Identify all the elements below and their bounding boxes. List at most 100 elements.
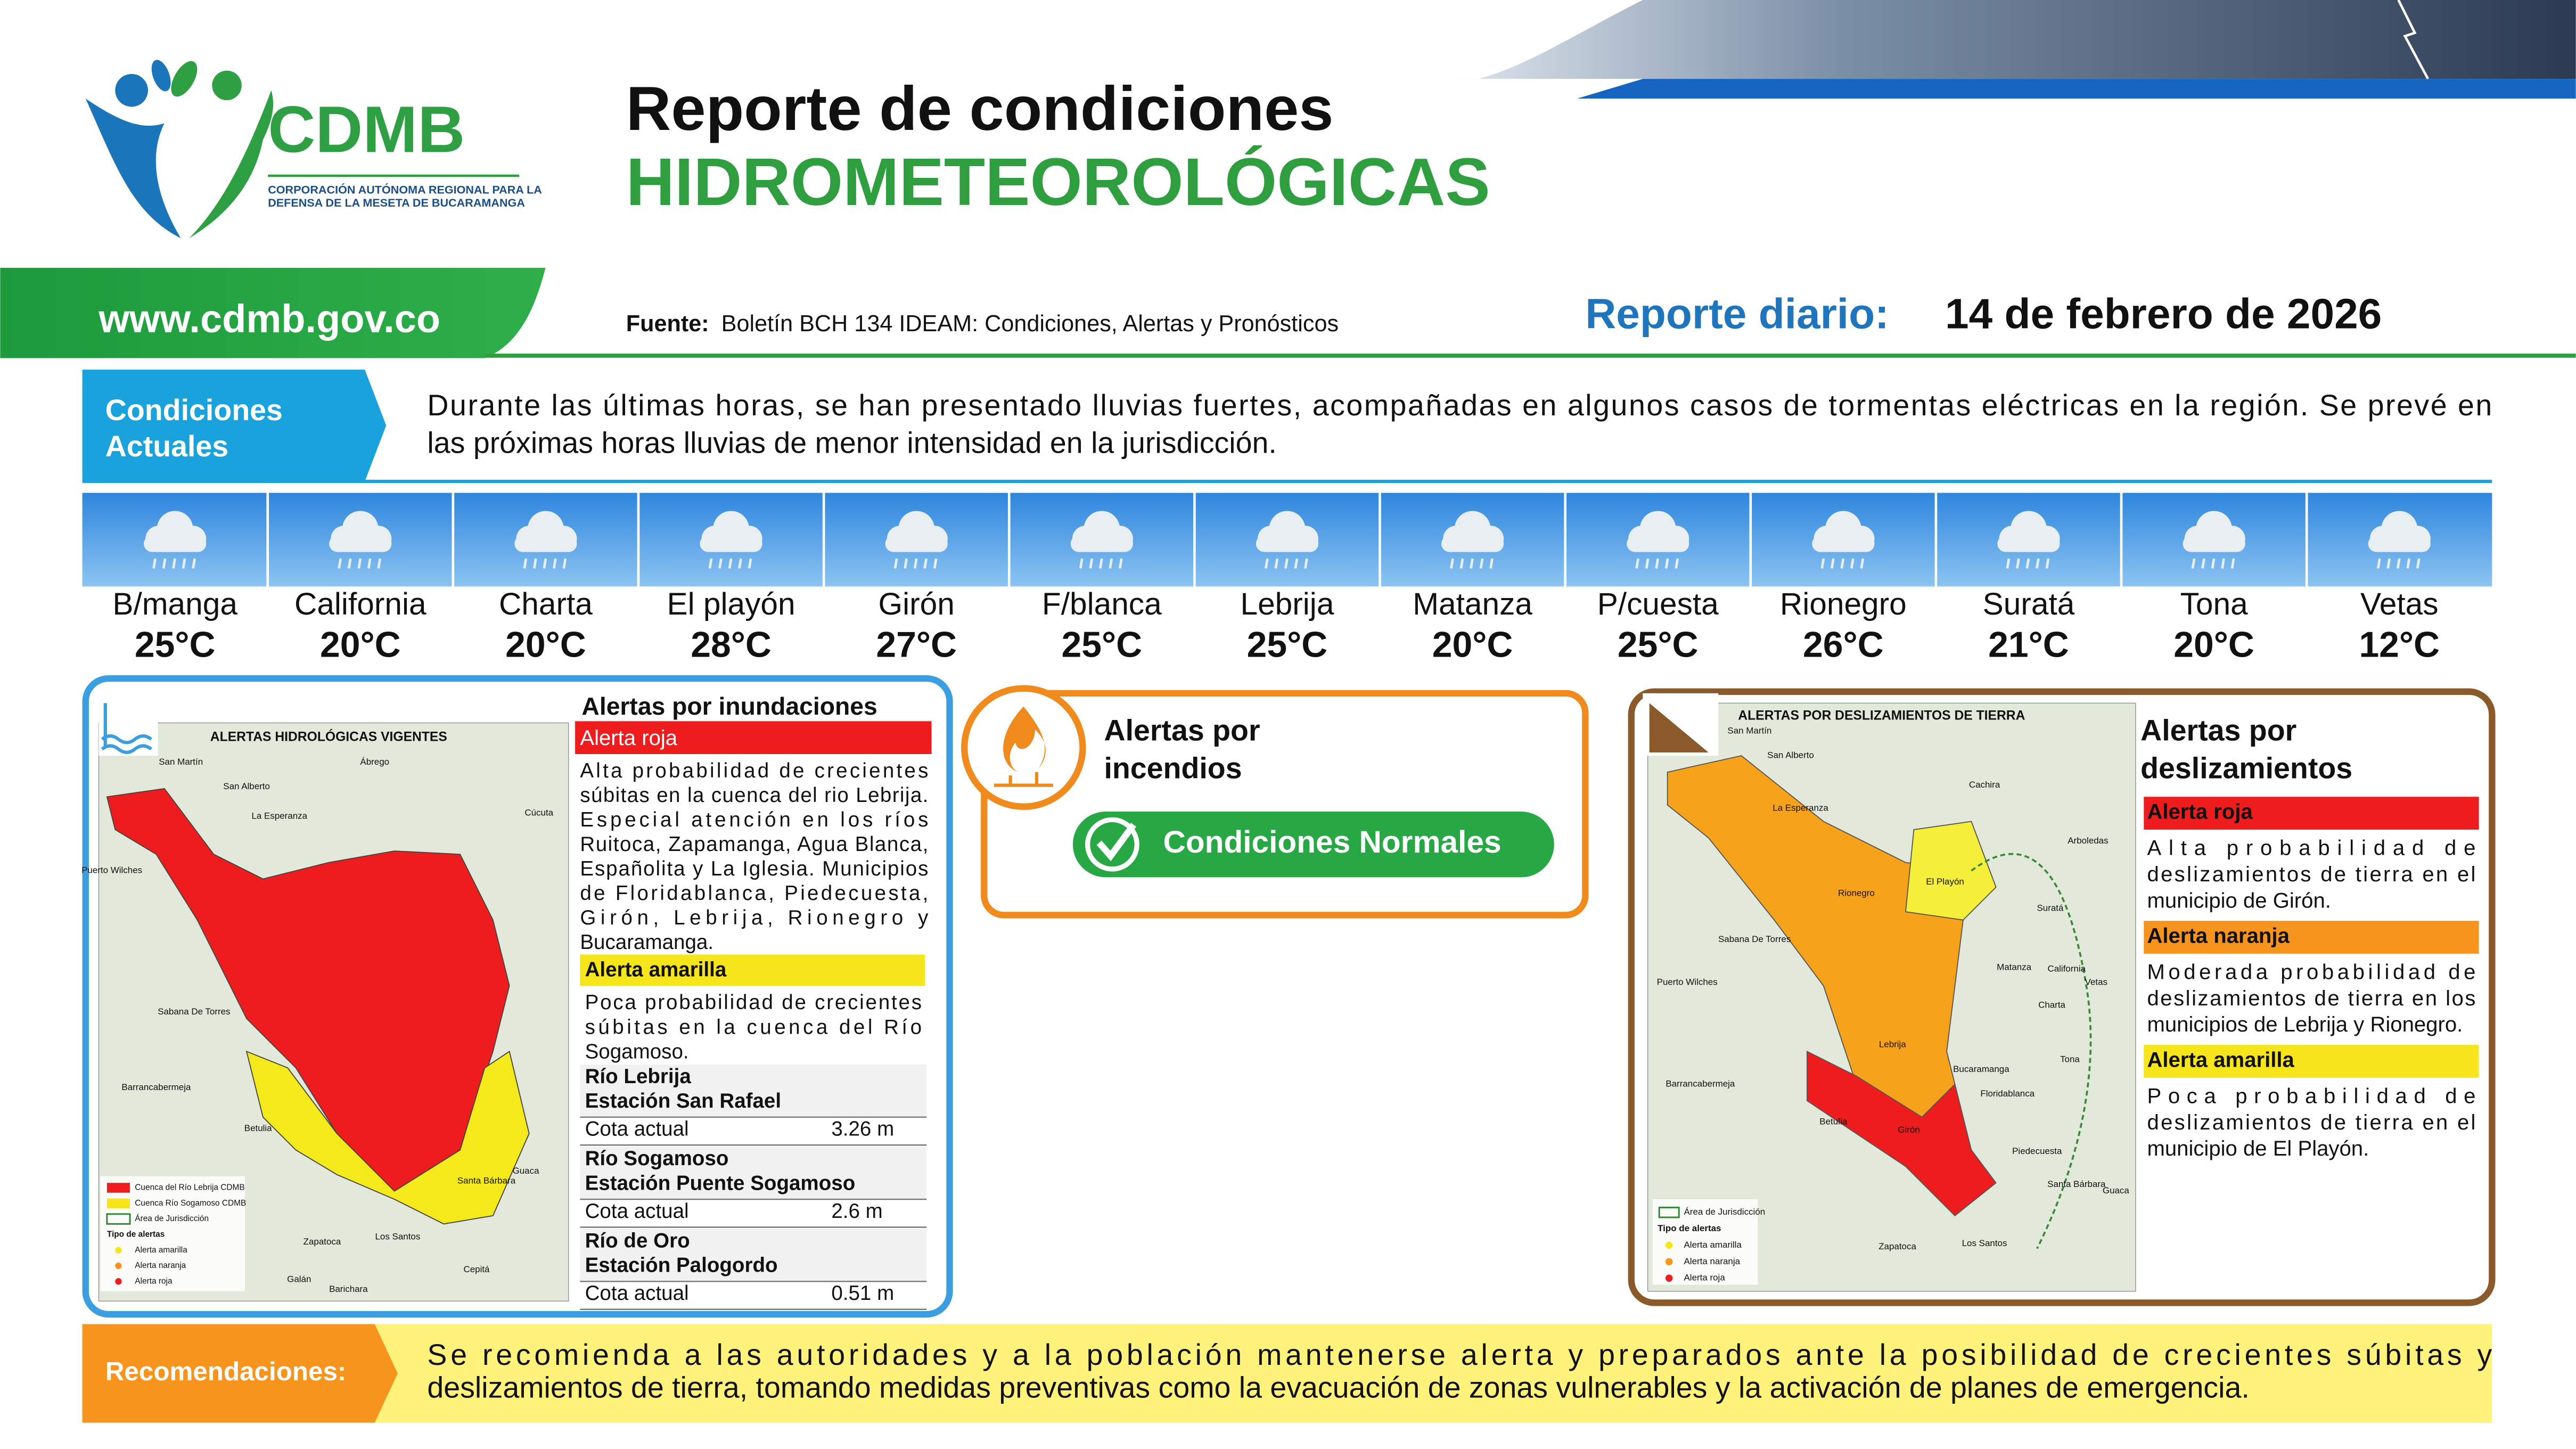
- map-place: Ábrego: [360, 757, 389, 767]
- jurisdiction-line: [1971, 853, 2092, 1249]
- map-place: Barrancabermeja: [1666, 1079, 1735, 1089]
- rain-drop: [2211, 558, 2216, 569]
- station-level-label: Cota actual: [585, 1118, 689, 1141]
- alert-label: Alerta naranja: [2147, 924, 2290, 948]
- alert-text: súbitas en la cuenca del Río: [585, 1016, 922, 1038]
- rain-drop: [904, 558, 908, 569]
- map-place: La Esperanza: [1773, 803, 1828, 813]
- station-bg: [580, 1147, 927, 1200]
- status-text: Condiciones Normales: [1163, 825, 1502, 859]
- station-river: Río Lebrija: [585, 1065, 692, 1088]
- map-place: Rionegro: [1838, 888, 1875, 898]
- rain-drop: [1098, 558, 1103, 569]
- alert-label: Alerta amarilla: [2147, 1049, 2294, 1072]
- rain-drop: [1089, 558, 1094, 569]
- map-place: Galán: [287, 1274, 311, 1284]
- map-place: Charta: [2038, 1000, 2065, 1010]
- rain-drop: [2025, 558, 2030, 569]
- cloud: [1441, 535, 1504, 552]
- legend-dot: [1665, 1241, 1673, 1249]
- source-text: Boletín BCH 134 IDEAM: Condiciones, Aler…: [721, 311, 1339, 337]
- cloud: [1997, 535, 2060, 552]
- conditions-text: las próximas horas lluvias de menor inte…: [427, 427, 1276, 460]
- rain-drop: [1655, 558, 1660, 569]
- map-place: Los Santos: [1962, 1238, 2007, 1248]
- map-place: Lebrija: [1879, 1039, 1906, 1050]
- rain-drop: [1489, 558, 1494, 569]
- title: HIDROMETEOROLÓGICAS: [626, 144, 1490, 219]
- panel-title: Alertas por: [1104, 714, 1260, 747]
- rain-drop: [1830, 558, 1835, 569]
- weather-temp: 25°C: [135, 625, 216, 665]
- map-title: ALERTAS HIDROLÓGICAS VIGENTES: [210, 730, 447, 744]
- rain-drop: [1079, 558, 1084, 569]
- rain-drop: [748, 558, 752, 569]
- cloud: [700, 535, 762, 552]
- rain-drop: [1109, 558, 1113, 569]
- legend-label: Área de Jurisdicción: [135, 1214, 209, 1223]
- alert-bar: [2144, 1045, 2479, 1078]
- map-place: Guaca: [513, 1166, 540, 1176]
- rain-drop: [338, 558, 342, 569]
- weather-city: Matanza: [1413, 587, 1532, 621]
- weather-temp: 20°C: [320, 625, 401, 665]
- station-river: Río Sogamoso: [585, 1147, 729, 1170]
- flood-icon: [101, 703, 153, 755]
- weather-temp: 25°C: [1247, 625, 1328, 665]
- station-name: Estación San Rafael: [585, 1090, 781, 1112]
- logo-subtitle: CORPORACIÓN AUTÓNOMA REGIONAL PARA LA: [268, 183, 542, 197]
- rain-drop: [543, 558, 547, 569]
- flood-red-area: [106, 788, 510, 1192]
- rain-drop: [553, 558, 557, 569]
- map-place: Guaca: [2103, 1185, 2130, 1196]
- cloud: [885, 535, 948, 552]
- weather-city: Rionegro: [1780, 587, 1907, 621]
- title: Reporte de condiciones: [626, 73, 1334, 143]
- map-place: La Esperanza: [251, 811, 307, 821]
- weather-city: F/blanca: [1042, 587, 1162, 621]
- header-banner: [1446, 0, 2576, 79]
- weather-city: El playón: [667, 587, 795, 621]
- alert-text: municipio de El Playón.: [2147, 1137, 2369, 1160]
- rain-drop: [1820, 558, 1825, 569]
- map-place: San Martín: [1727, 725, 1771, 735]
- rain-drop: [1274, 558, 1279, 569]
- weather-city: Lebrija: [1240, 587, 1334, 621]
- rain-drop: [1645, 558, 1650, 569]
- map-place: Cepitá: [463, 1264, 490, 1274]
- alert-text: Ruitoca, Zapamanga, Agua Blanca,: [580, 833, 928, 856]
- cloud: [2368, 535, 2431, 552]
- map-place: Matanza: [1997, 962, 2032, 972]
- legend-dot: [1665, 1258, 1673, 1266]
- weather-temp: 27°C: [876, 625, 957, 665]
- lightning: [2397, 0, 2430, 80]
- map-place: Zapatoca: [1878, 1241, 1916, 1251]
- map-place: San Alberto: [223, 781, 270, 791]
- map-place: Cúcuta: [524, 808, 553, 818]
- station-level-label: Cota actual: [585, 1200, 689, 1223]
- logo-head: [115, 73, 148, 107]
- rain-drop: [1118, 558, 1123, 569]
- panel-title: incendios: [1104, 752, 1242, 785]
- map-place: Tona: [2060, 1054, 2080, 1064]
- rain-drop: [893, 558, 898, 569]
- weather-temp: 28°C: [691, 625, 772, 665]
- alert-text: municipios de Lebrija y Rionegro.: [2147, 1013, 2463, 1036]
- status-pill: [1072, 812, 1554, 878]
- map-place: Arboledas: [2068, 836, 2108, 846]
- header-swoosh: [0, 0, 1643, 79]
- header-stripe: [1577, 79, 2576, 99]
- rain-drop: [913, 558, 918, 569]
- alert-text: municipio de Girón.: [2147, 889, 2331, 912]
- legend-dot: [115, 1247, 122, 1254]
- map-place: Girón: [1898, 1125, 1919, 1135]
- cloud: [1812, 535, 1875, 552]
- alert-label: Alerta roja: [2147, 800, 2253, 824]
- cloud: [1070, 535, 1133, 552]
- rain-drop: [1265, 558, 1269, 569]
- alert-text: súbitas en la cuenca del rio Lebrija.: [580, 784, 928, 807]
- rain-drop: [2396, 558, 2401, 569]
- cloud: [144, 535, 207, 552]
- rain-drop: [2230, 558, 2235, 569]
